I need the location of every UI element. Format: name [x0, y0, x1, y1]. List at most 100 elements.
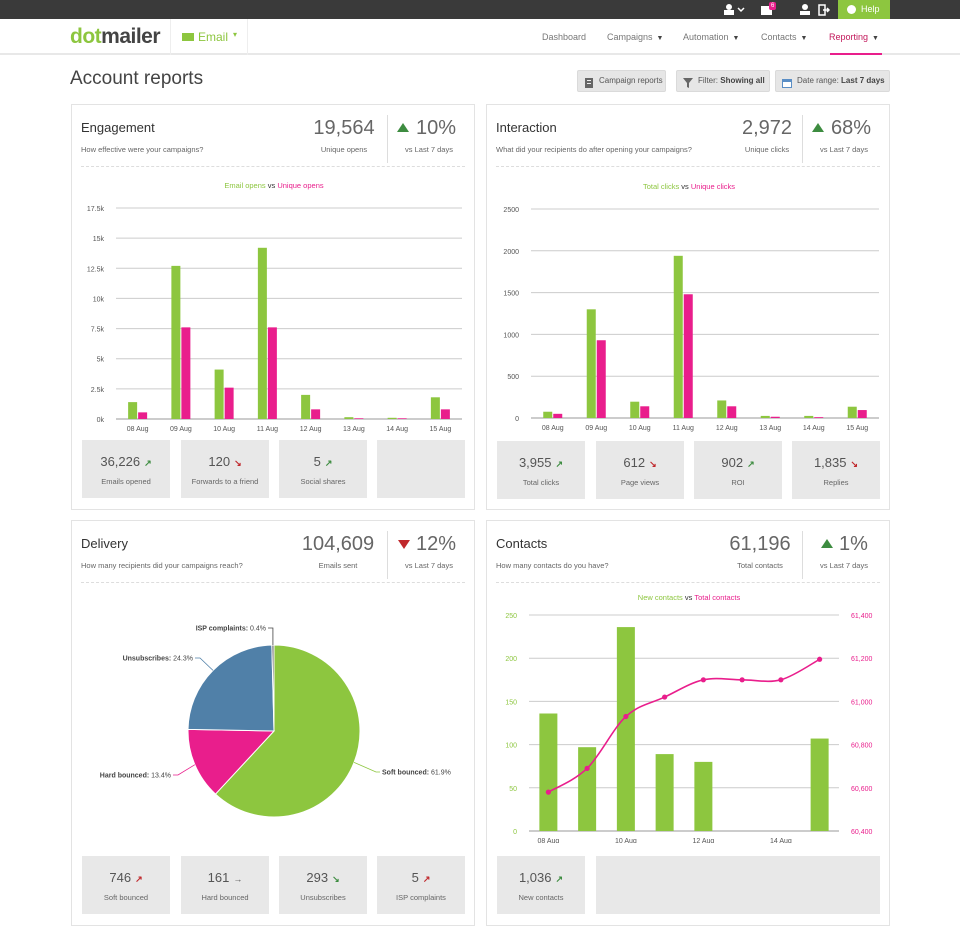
- bar-series-a: [543, 411, 553, 418]
- nav-automation[interactable]: Automation ▼: [683, 32, 740, 42]
- change-label: vs Last 7 days: [405, 561, 453, 570]
- trend-down-icon: [398, 540, 410, 549]
- divider: [81, 166, 465, 167]
- dotmailer-logo[interactable]: dotmailer: [70, 25, 161, 48]
- change-percent: 1%: [839, 533, 868, 555]
- logout-icon[interactable]: [818, 3, 831, 16]
- trend-up-icon: ↗: [555, 874, 564, 884]
- stat-page-views[interactable]: 612 ↘ Page views: [596, 441, 684, 499]
- y-tick-label: 0: [515, 416, 519, 423]
- panel-title: Engagement: [81, 120, 155, 135]
- change-label: vs Last 7 days: [820, 145, 868, 154]
- bar-new-contacts: [655, 754, 674, 831]
- users-icon[interactable]: [798, 3, 812, 16]
- campaign-reports-button[interactable]: Campaign reports: [577, 70, 666, 92]
- nav-reporting[interactable]: Reporting ▼: [829, 32, 879, 42]
- y-tick-label-left: 250: [505, 613, 517, 620]
- y-tick-label-left: 150: [505, 699, 517, 706]
- bar-series-a: [630, 401, 640, 418]
- x-tick-label: 14 Aug: [386, 426, 408, 433]
- stat-total-clicks[interactable]: 3,955 ↗ Total clicks: [497, 441, 585, 499]
- bar-series-a: [214, 369, 224, 419]
- change-label: vs Last 7 days: [820, 561, 868, 570]
- trend-up-icon: ↗: [144, 458, 152, 468]
- total-contacts-point: [700, 677, 706, 683]
- y-tick-label-left: 100: [505, 743, 517, 750]
- total-contacts-point: [778, 677, 784, 683]
- nav-contacts[interactable]: Contacts ▼: [761, 32, 808, 42]
- stat-soft-bounced[interactable]: 746 ↗ Soft bounced: [82, 856, 170, 914]
- trend-up-icon: [812, 123, 824, 132]
- x-tick-label: 12 Aug: [692, 838, 714, 843]
- account-switch-icon[interactable]: [723, 3, 747, 16]
- panel-title: Contacts: [496, 536, 548, 551]
- chart-legend: Total clicks vs Unique clicks: [642, 182, 736, 191]
- panel-subtitle: How many contacts do you have?: [496, 561, 609, 570]
- x-tick-label: 11 Aug: [673, 425, 694, 432]
- y-tick-label-right: 61,000: [851, 699, 873, 706]
- stat-hard-bounced[interactable]: 161 → Hard bounced: [181, 856, 269, 914]
- y-tick-label: 17.5k: [87, 206, 105, 213]
- total-contacts-point: [817, 656, 823, 662]
- bar-series-b: [181, 327, 191, 419]
- bar-series-b: [596, 340, 606, 418]
- stat-empty: [377, 440, 465, 498]
- nav-campaigns[interactable]: Campaigns ▼: [607, 32, 664, 42]
- bar-new-contacts: [694, 761, 713, 831]
- stat-new-contacts[interactable]: 1,036 ↗ New contacts: [497, 856, 585, 914]
- help-button[interactable]: Help: [838, 0, 890, 19]
- total-contacts-value: 61,196: [729, 533, 791, 555]
- pie-label: Unsubscribes: 24.3%: [123, 656, 193, 663]
- y-tick-label-left: 200: [505, 656, 517, 663]
- change-label: vs Last 7 days: [405, 145, 453, 154]
- bar-series-a: [128, 402, 138, 419]
- y-tick-label: 5k: [97, 357, 105, 364]
- stat-isp-complaints[interactable]: 5 ↗ ISP complaints: [377, 856, 465, 914]
- bar-series-a: [387, 417, 397, 419]
- stat-social-shares[interactable]: 5 ↗ Social shares: [279, 440, 367, 498]
- emails-sent-value: 104,609: [301, 533, 375, 555]
- unique-opens-label: Unique opens: [320, 145, 368, 154]
- pie-leader-line: [268, 627, 274, 646]
- y-tick-label-right: 60,800: [851, 743, 873, 750]
- stat-forwards[interactable]: 120 ↘ Forwards to a friend: [181, 440, 269, 498]
- nav-dashboard[interactable]: Dashboard: [542, 32, 587, 42]
- x-tick-label: 08 Aug: [542, 425, 564, 432]
- stat-unsubscribes[interactable]: 293 ↘ Unsubscribes: [279, 856, 367, 914]
- divider: [802, 115, 803, 163]
- stat-emails-opened[interactable]: 36,226 ↗ Emails opened: [82, 440, 170, 498]
- unique-clicks-label: Unique clicks: [744, 145, 790, 154]
- total-contacts-point: [739, 677, 745, 683]
- channel-selector[interactable]: Email ▾: [170, 19, 248, 55]
- active-nav-underline: [830, 53, 882, 55]
- trend-down-icon: ↘: [850, 459, 859, 469]
- date-range-button[interactable]: Date range: Last 7 days: [775, 70, 890, 92]
- x-tick-label: 10 Aug: [213, 426, 235, 433]
- filter-button[interactable]: Filter: Showing all: [676, 70, 770, 92]
- x-tick-label: 12 Aug: [300, 426, 322, 433]
- bar-series-a: [430, 397, 440, 419]
- x-tick-label: 08 Aug: [127, 426, 149, 433]
- stat-replies[interactable]: 1,835 ↘ Replies: [792, 441, 880, 499]
- bar-series-a: [673, 255, 683, 418]
- bar-series-b: [727, 406, 737, 418]
- bar-new-contacts: [810, 738, 829, 831]
- divider: [81, 582, 465, 583]
- notifications-icon[interactable]: 6: [760, 2, 780, 16]
- trend-up-icon: ↗: [135, 874, 143, 884]
- calendar-icon: [782, 76, 792, 88]
- contacts-panel: Contacts How many contacts do you have? …: [486, 520, 890, 926]
- interaction-panel: Interaction What did your recipients do …: [486, 104, 890, 510]
- y-tick-label-right: 61,200: [851, 656, 873, 663]
- pie-leader-line: [195, 657, 214, 671]
- interaction-chart: 0 500 1000 1500 2000 2500 08 Aug 09 Aug 10 Aug 11…: [503, 207, 879, 432]
- bar-series-b: [267, 327, 277, 419]
- pie-label: ISP complaints: 0.4%: [196, 626, 266, 633]
- total-contacts-label: Total contacts: [737, 561, 783, 570]
- x-tick-label: 13 Aug: [759, 425, 781, 432]
- pie-slice: [214, 644, 361, 818]
- x-tick-label: 13 Aug: [343, 426, 365, 433]
- total-contacts-line: [547, 658, 821, 793]
- divider: [496, 582, 880, 583]
- stat-roi[interactable]: 902 ↗ ROI: [694, 441, 782, 499]
